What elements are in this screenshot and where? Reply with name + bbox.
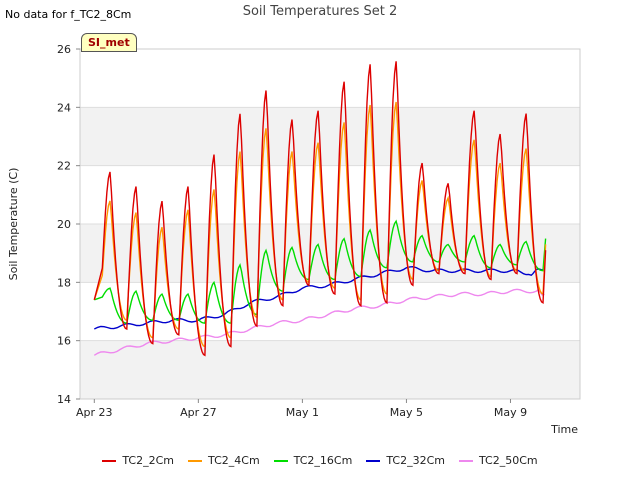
legend-label: TC2_50Cm	[478, 454, 538, 467]
chart-title: Soil Temperatures Set 2	[242, 4, 398, 19]
y-tick-label: 14	[57, 393, 71, 406]
legend-label: TC2_16Cm	[293, 454, 353, 467]
legend: TC2_2Cm TC2_4Cm TC2_16Cm TC2_32Cm TC2_50Cm	[0, 454, 640, 467]
legend-label: TC2_32Cm	[386, 454, 445, 467]
legend-swatch	[273, 460, 288, 462]
y-tick-label: 18	[57, 276, 71, 289]
y-tick-label: 26	[57, 43, 71, 56]
legend-swatch	[102, 460, 117, 462]
y-tick-label: 24	[57, 101, 71, 114]
no-data-message: No data for f_TC2_8Cm	[5, 8, 132, 21]
legend-label: TC2_2Cm	[122, 454, 175, 467]
series-line-tc2_4cm	[93, 101, 547, 348]
grid-band	[80, 49, 580, 108]
legend-item: TC2_4Cm	[188, 454, 260, 467]
legend-item: TC2_16Cm	[273, 454, 353, 467]
x-tick-label: Apr 27	[180, 406, 217, 419]
y-tick-label: 22	[57, 160, 71, 173]
legend-swatch	[366, 460, 381, 462]
x-tick-label: Apr 23	[76, 406, 113, 419]
site-badge: SI_met	[81, 33, 137, 52]
y-tick-label: 20	[57, 218, 71, 231]
grid-band	[80, 340, 580, 399]
y-tick-label: 16	[57, 335, 71, 348]
legend-item: TC2_50Cm	[458, 454, 538, 467]
x-tick-label: May 5	[390, 406, 423, 419]
series-line-tc2_16cm	[94, 219, 547, 324]
legend-item: TC2_32Cm	[366, 454, 445, 467]
legend-swatch	[188, 460, 203, 462]
legend-label: TC2_4Cm	[208, 454, 260, 467]
series-line-tc2_50cm	[93, 288, 545, 356]
x-tick-label: May 9	[494, 406, 527, 419]
x-tick-label: May 1	[286, 406, 319, 419]
series-line-tc2_2cm	[93, 61, 547, 357]
legend-swatch	[458, 460, 473, 462]
x-axis-label: Time	[550, 423, 578, 436]
grid-band	[80, 107, 580, 166]
legend-item: TC2_2Cm	[102, 454, 174, 467]
y-axis-label: Soil Temperature (C)	[7, 168, 20, 281]
